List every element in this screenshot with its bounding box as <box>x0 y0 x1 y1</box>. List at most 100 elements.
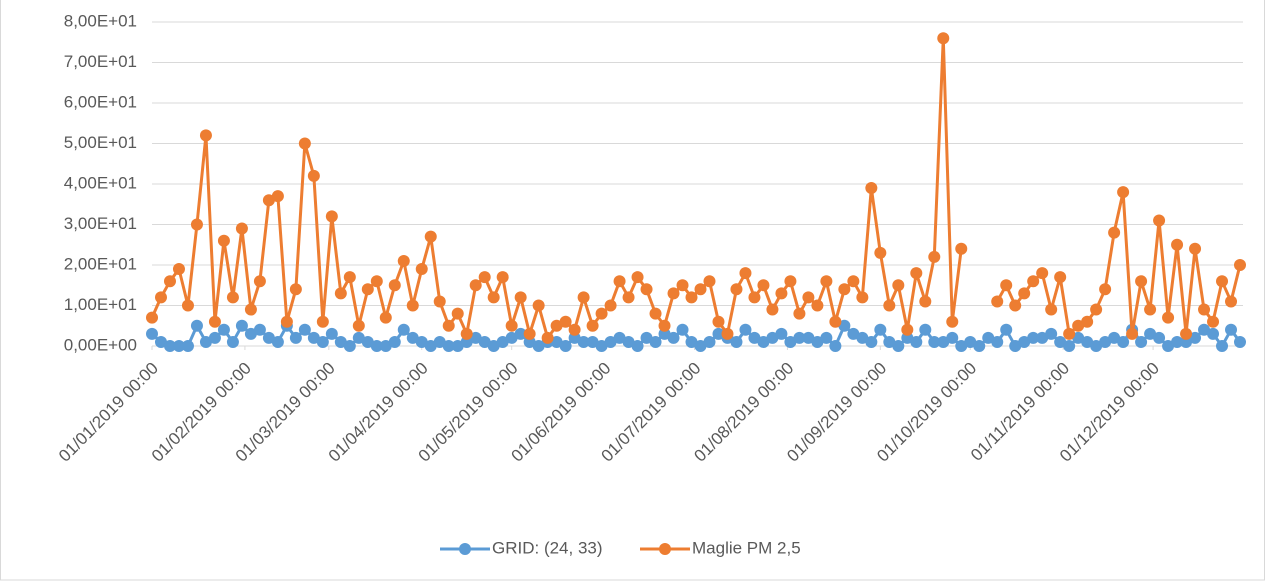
marker <box>307 331 320 344</box>
marker <box>631 271 644 284</box>
marker <box>1081 335 1094 348</box>
marker <box>802 291 815 304</box>
marker <box>208 331 221 344</box>
marker <box>1144 327 1157 340</box>
y-tick-label: 1,00E+01 <box>64 295 137 314</box>
marker <box>550 319 563 332</box>
x-tick-label: 01/09/2019 00:00 <box>783 359 890 466</box>
marker <box>190 218 203 231</box>
marker <box>343 340 356 352</box>
marker <box>856 331 869 344</box>
marker <box>1027 275 1040 288</box>
marker <box>946 315 959 328</box>
marker <box>910 267 923 280</box>
marker <box>640 331 653 344</box>
marker <box>532 299 545 312</box>
marker <box>1171 238 1184 251</box>
marker <box>559 315 572 328</box>
marker <box>1009 340 1022 352</box>
marker <box>883 335 896 348</box>
marker <box>271 335 284 348</box>
marker <box>172 263 185 276</box>
marker <box>685 335 698 348</box>
marker <box>397 323 410 336</box>
marker <box>982 331 995 344</box>
marker <box>676 323 689 336</box>
marker <box>901 323 914 336</box>
x-tick-label: 01/05/2019 00:00 <box>415 359 522 466</box>
marker <box>820 331 833 344</box>
marker <box>856 291 869 304</box>
marker <box>262 194 275 207</box>
marker <box>1036 267 1049 280</box>
marker <box>640 283 653 296</box>
marker <box>1153 214 1166 227</box>
marker <box>1153 331 1166 344</box>
marker <box>451 307 464 320</box>
marker <box>433 335 446 348</box>
x-tick-label: 01/10/2019 00:00 <box>873 359 980 466</box>
marker <box>586 319 599 332</box>
marker <box>1162 311 1175 324</box>
marker <box>1216 340 1229 352</box>
marker <box>1045 327 1058 340</box>
marker <box>1072 331 1085 344</box>
marker <box>415 335 428 348</box>
marker <box>955 340 968 352</box>
marker <box>496 335 509 348</box>
x-tick-label: 01/11/2019 00:00 <box>967 359 1073 465</box>
marker <box>334 335 347 348</box>
marker <box>973 340 986 352</box>
marker <box>712 315 725 328</box>
marker <box>613 275 626 288</box>
marker <box>667 287 680 300</box>
marker <box>316 335 329 348</box>
marker <box>820 275 833 288</box>
marker <box>865 335 878 348</box>
marker <box>1126 327 1139 340</box>
marker <box>577 335 590 348</box>
marker <box>154 335 167 348</box>
marker <box>451 340 464 352</box>
marker <box>1063 340 1076 352</box>
marker <box>685 291 698 304</box>
marker <box>622 291 635 304</box>
marker <box>1045 303 1058 316</box>
marker <box>496 271 509 284</box>
marker <box>199 129 212 142</box>
marker <box>1009 299 1022 312</box>
marker <box>1090 303 1103 316</box>
marker <box>523 327 536 340</box>
marker <box>1162 340 1175 352</box>
marker <box>577 291 590 304</box>
marker <box>1072 319 1085 332</box>
marker <box>919 323 932 336</box>
marker <box>1135 335 1148 348</box>
marker <box>190 319 203 332</box>
marker <box>253 323 266 336</box>
marker <box>964 335 977 348</box>
marker <box>928 335 941 348</box>
marker <box>487 340 500 352</box>
marker <box>604 299 617 312</box>
marker <box>406 331 419 344</box>
y-tick-label: 0,00E+00 <box>64 335 137 354</box>
marker <box>586 335 599 348</box>
marker <box>487 291 500 304</box>
marker <box>1225 295 1238 308</box>
x-tick-label: 01/04/2019 00:00 <box>325 359 432 466</box>
marker <box>541 331 554 344</box>
marker <box>595 307 608 320</box>
marker <box>505 319 518 332</box>
marker <box>730 283 743 296</box>
marker <box>505 331 518 344</box>
marker <box>1135 275 1148 288</box>
marker <box>343 271 356 284</box>
marker <box>811 299 824 312</box>
marker <box>892 340 905 352</box>
marker <box>442 340 455 352</box>
marker <box>928 250 941 263</box>
marker <box>1036 331 1049 344</box>
